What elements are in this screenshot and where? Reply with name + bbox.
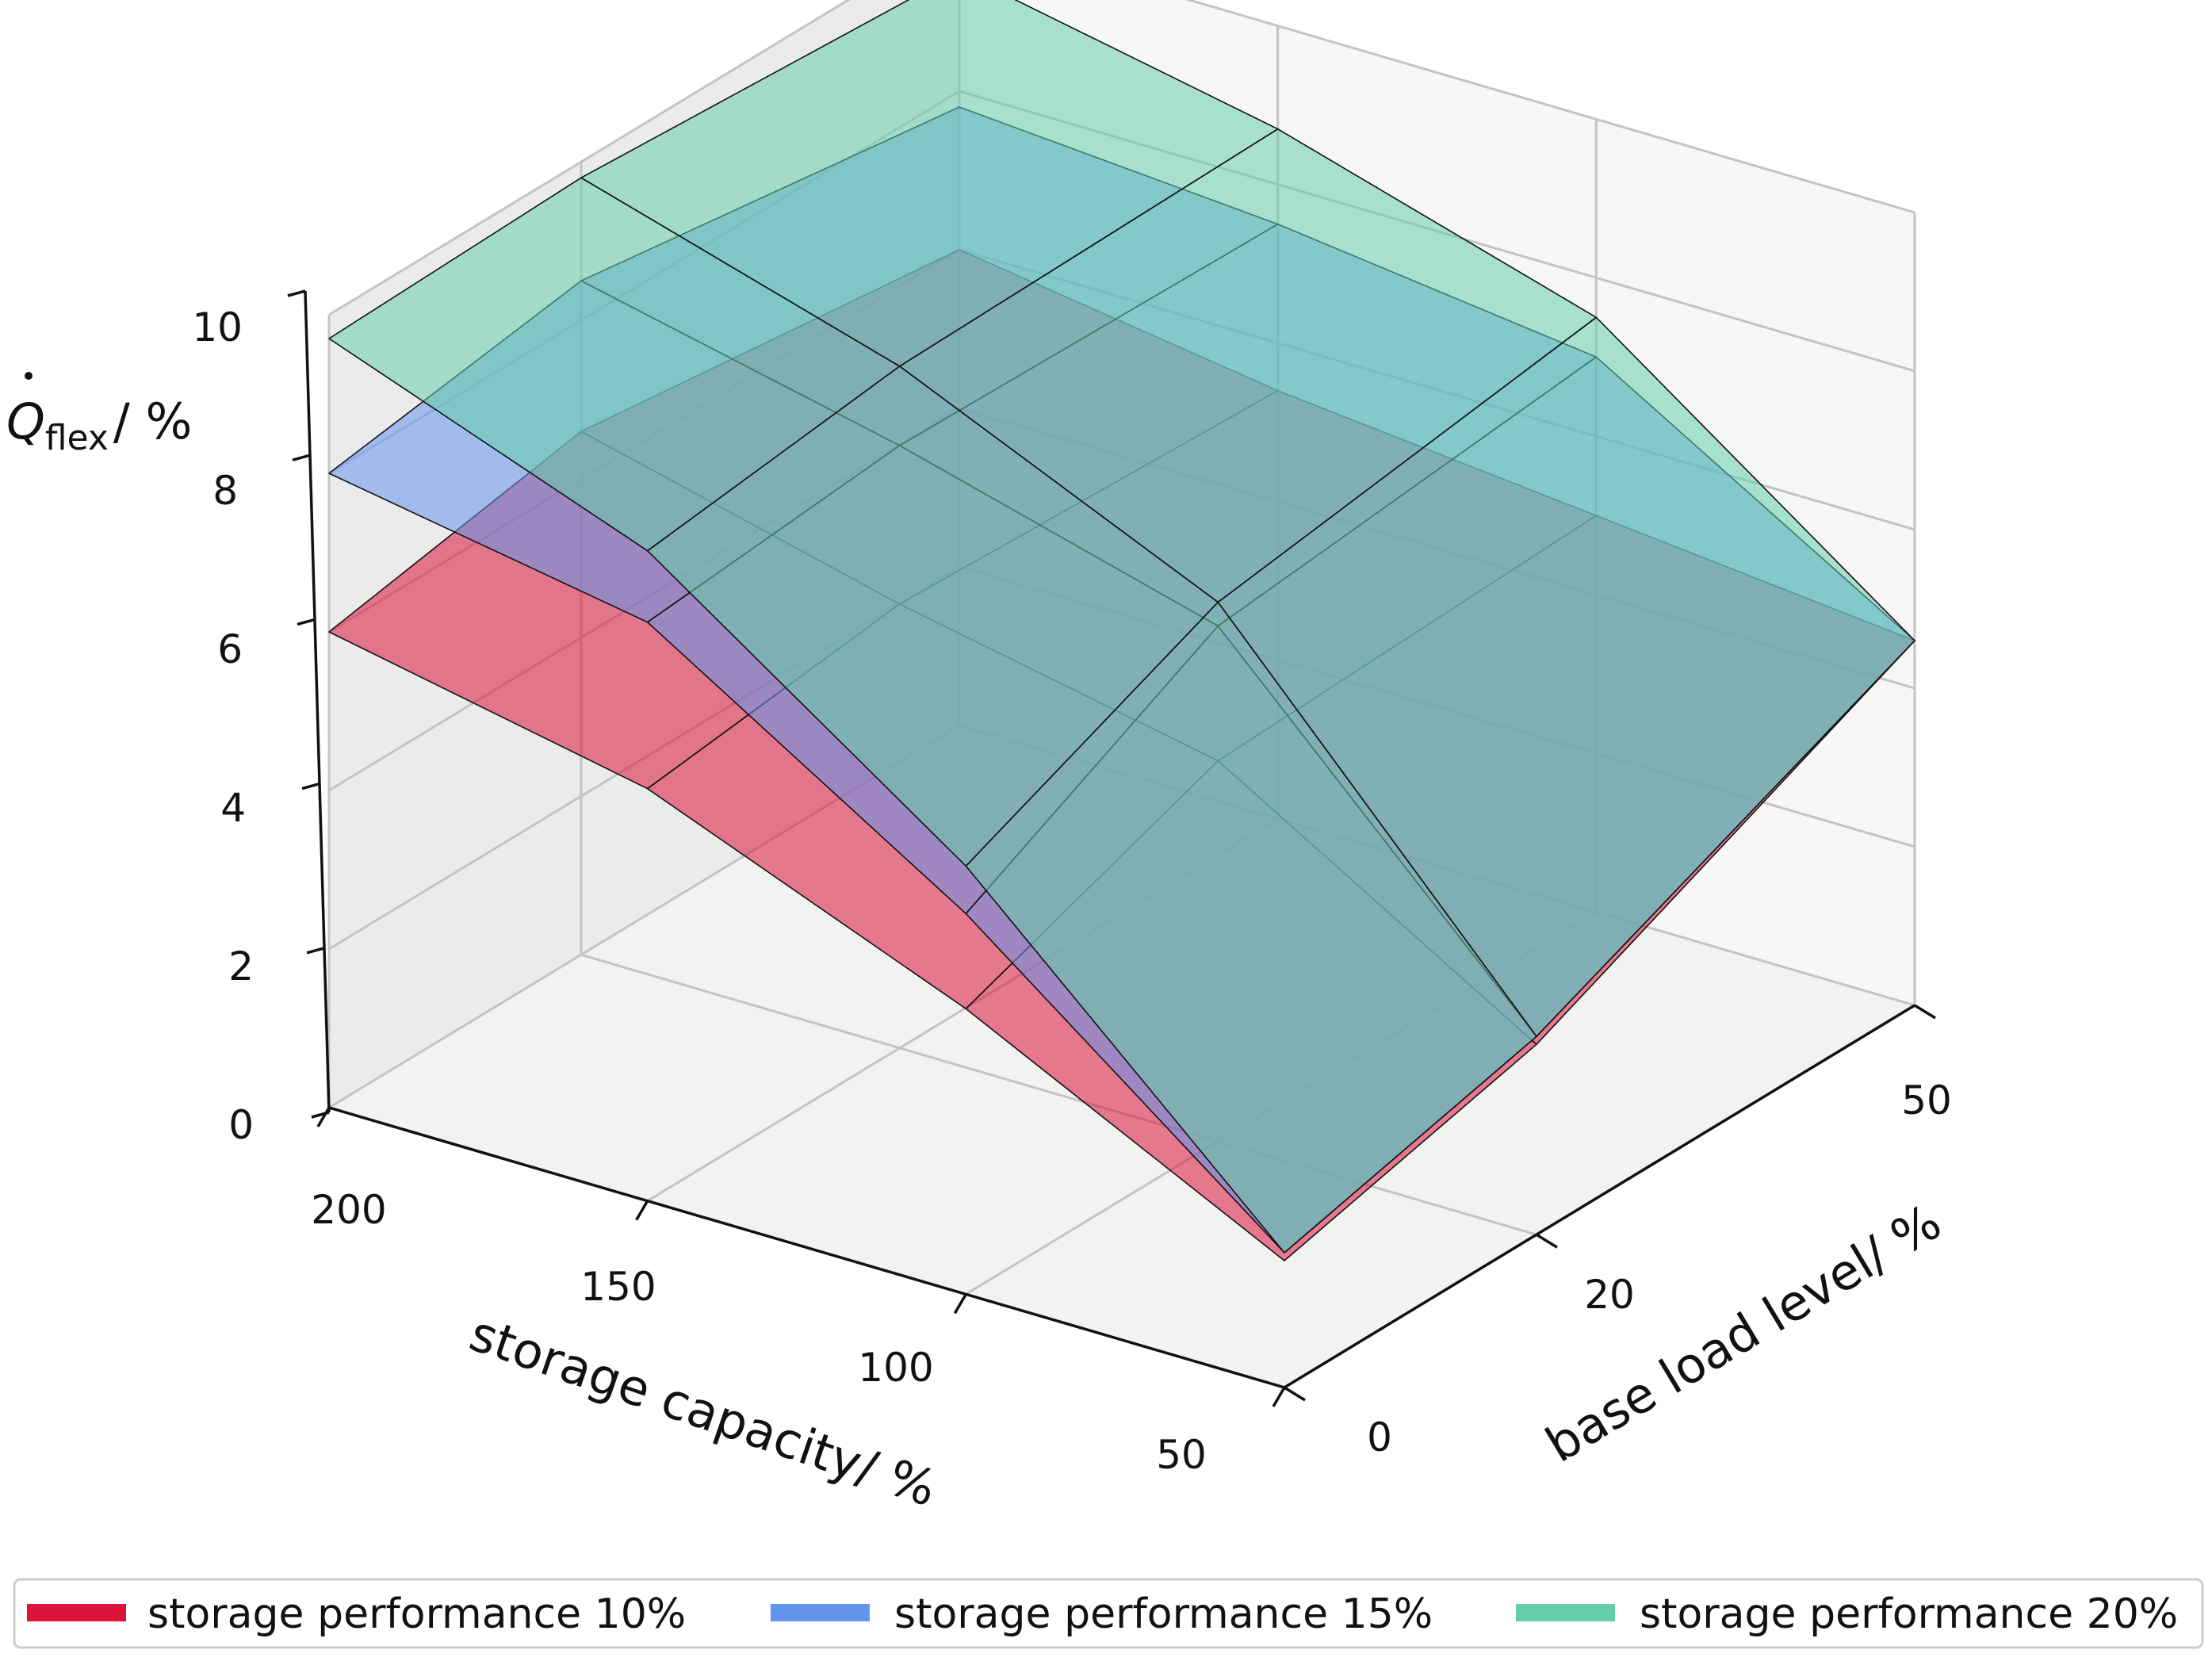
x-axis-line	[328, 1106, 1285, 1389]
legend-swatch	[27, 1604, 126, 1621]
z-tick-label: 2	[228, 944, 254, 989]
x-axis-tick	[953, 1293, 967, 1315]
z-axis-tick	[311, 1111, 330, 1119]
z-gridline	[328, 0, 851, 316]
x-tick-label: 150	[580, 1264, 656, 1310]
x-axis-tick	[635, 1200, 649, 1221]
legend-swatch	[1516, 1604, 1615, 1621]
z-tick-label: 6	[217, 626, 243, 672]
y-axis-tick	[1914, 1004, 1936, 1020]
legend-label: storage performance 10%	[147, 1590, 686, 1638]
y-axis-tick	[1536, 1233, 1558, 1249]
z-axis-tick	[297, 618, 316, 626]
axis-lines	[287, 289, 1936, 1407]
z-tick-label: 0	[228, 1102, 254, 1148]
legend: storage performance 10% storage performa…	[13, 1578, 2204, 1649]
x-tick-label: 200	[311, 1187, 386, 1233]
y-axis-label: base load level/ %	[1536, 1192, 1950, 1473]
y-tick-label: 50	[1901, 1077, 1952, 1123]
y-axis-tick	[1284, 1386, 1306, 1402]
x-tick-label: 50	[1156, 1432, 1207, 1478]
legend-label: storage performance 20%	[1640, 1590, 2178, 1638]
z-label-dot	[25, 372, 33, 380]
z-axis-line	[304, 290, 331, 1113]
x-axis-ticks: 50 100 150 200	[311, 1187, 1207, 1478]
z-tick-label: 4	[220, 785, 246, 831]
z-gridline	[1184, 0, 1915, 214]
surface-series	[328, 0, 1915, 1254]
surface-patch	[580, 0, 1279, 367]
z-label-subscript: flex	[45, 418, 109, 458]
y-tick-label: 20	[1584, 1272, 1635, 1318]
z-axis-tick	[292, 454, 311, 461]
svg-text:Qflex/ %: Qflex/ %	[6, 392, 192, 458]
z-tick-label: 10	[192, 304, 243, 350]
y-tick-label: 0	[1367, 1414, 1392, 1460]
x-axis-label: storage capacity/ %	[463, 1304, 944, 1518]
z-tick-label: 8	[212, 468, 238, 514]
x-tick-label: 100	[858, 1345, 933, 1391]
z-label-suffix: / %	[113, 392, 193, 450]
z-axis-tick	[287, 289, 306, 297]
legend-swatch	[771, 1604, 870, 1621]
legend-frame	[13, 1578, 2204, 1649]
y-axis-ticks: 0 20 50	[1367, 1077, 1952, 1460]
y-axis-line	[1284, 1004, 1915, 1389]
z-label-symbol: Q	[6, 392, 45, 450]
z-axis-tick	[306, 947, 325, 955]
y-gridline	[580, 953, 1537, 1236]
z-axis-tick	[301, 782, 320, 790]
z-axis-label: Qflex/ %	[6, 372, 192, 458]
surface-layer	[328, 0, 1915, 1261]
x-axis-tick	[316, 1107, 331, 1127]
x-axis-tick	[1272, 1387, 1286, 1407]
legend-label: storage performance 15%	[894, 1590, 1433, 1638]
z-axis-ticks: 0 2 4 6 8 10	[192, 304, 254, 1148]
